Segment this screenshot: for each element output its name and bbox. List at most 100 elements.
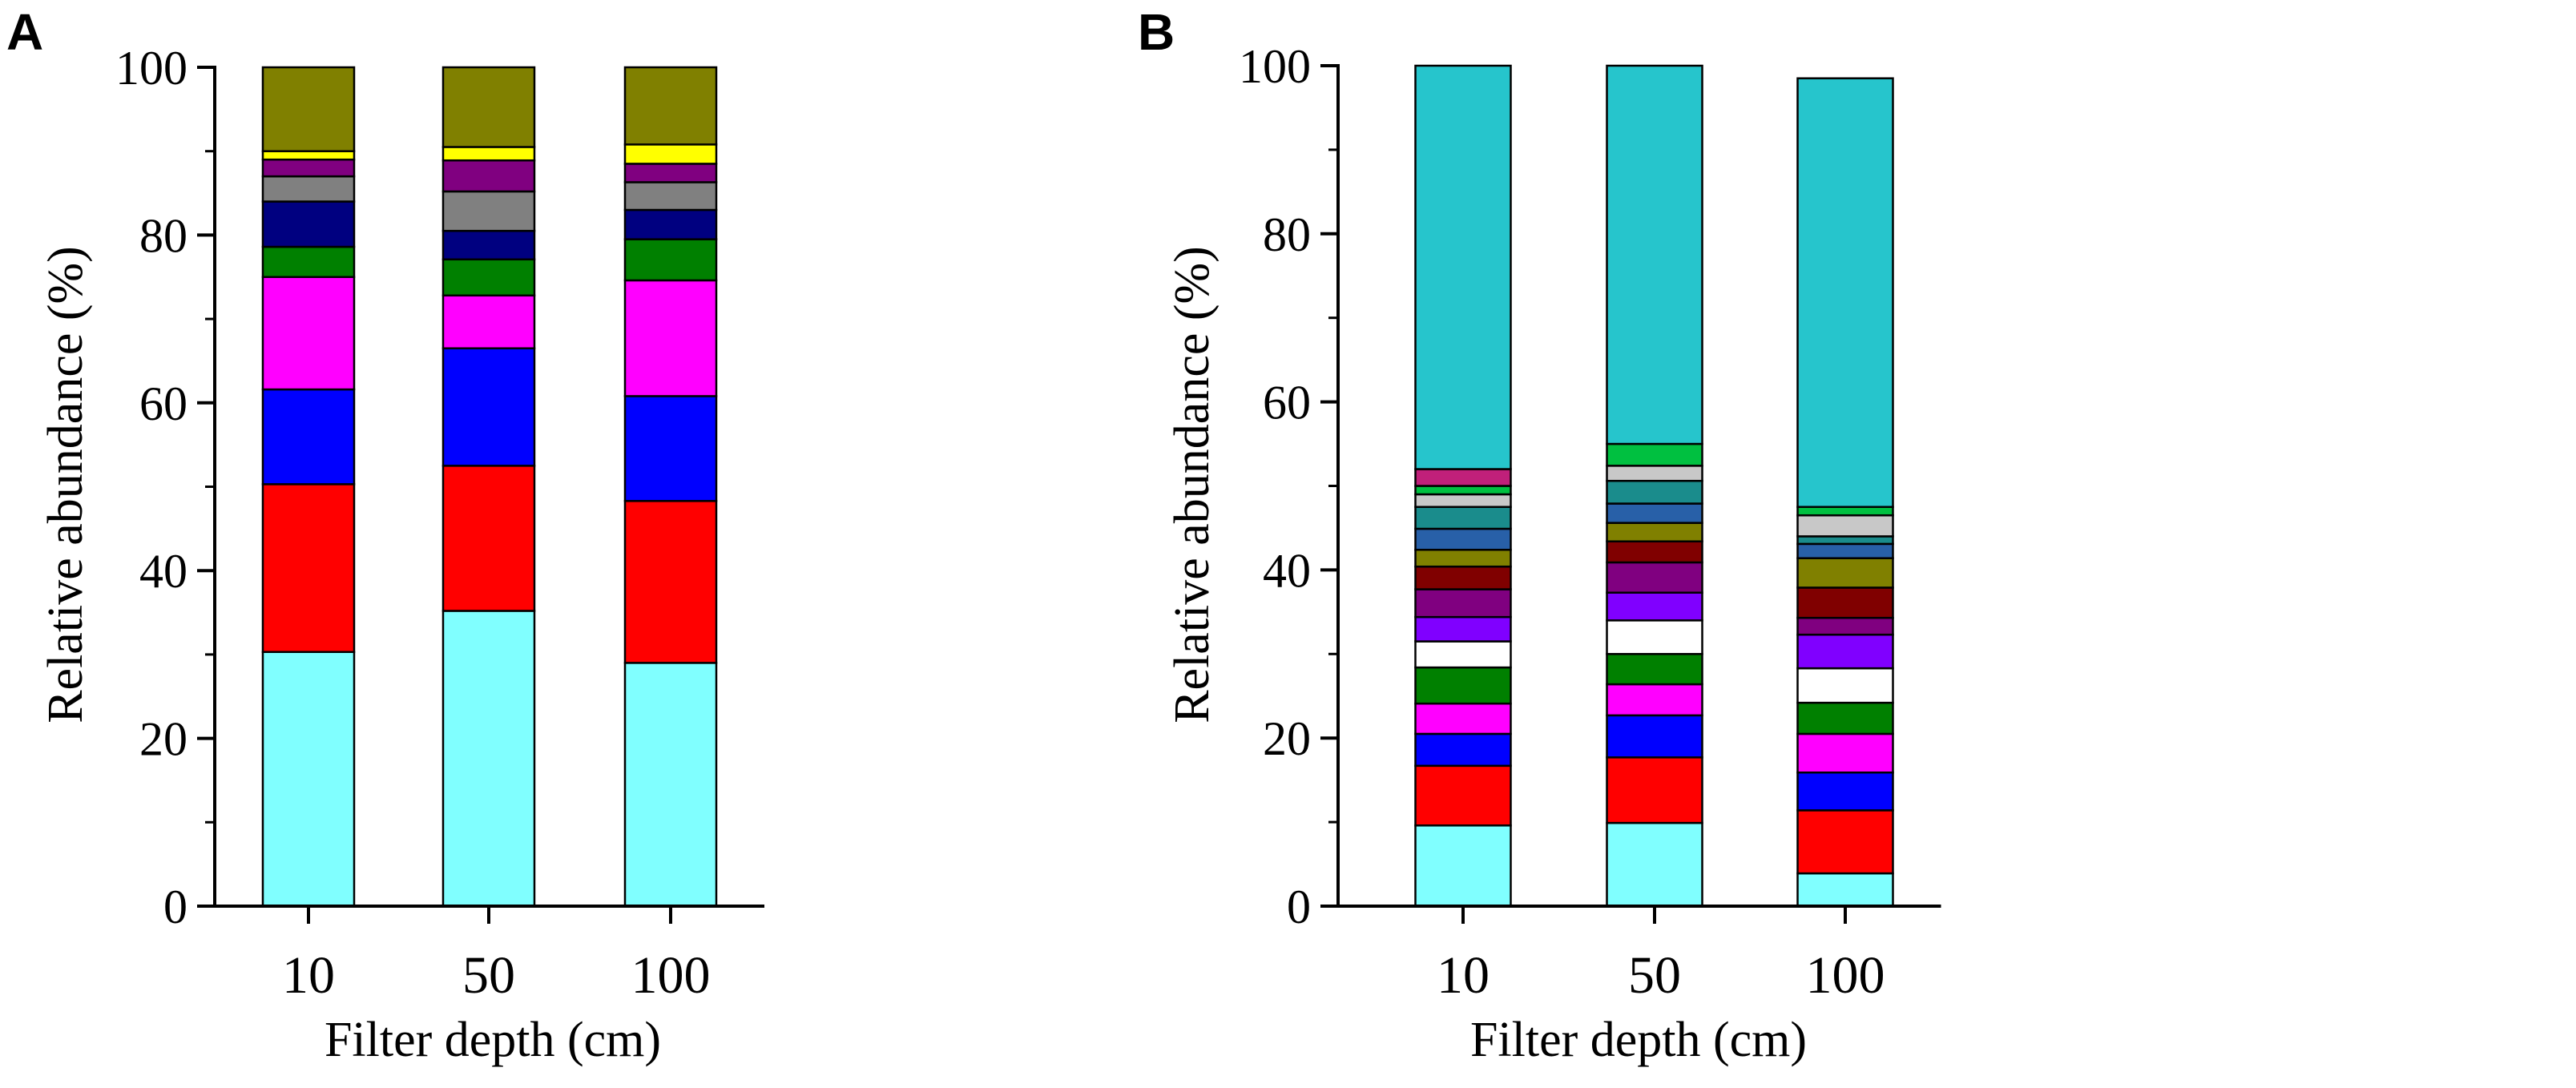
panel-b-bar-100-norank-c-acidobacteria [1796, 535, 1894, 546]
panel-a-bar-10-bacteroidetes [261, 175, 356, 203]
panel-a-bar-100-proteobacteria [623, 662, 718, 908]
panel-b-bar-10-blastocatellaceae-subgroup-4 [1414, 824, 1512, 908]
panel-a-label: A [6, 3, 43, 61]
panel-b-x-tick-label: 50 [1628, 946, 1681, 1005]
panel-b-bar-50-others [1606, 64, 1703, 445]
panel-b-bar-50-norank-c-nitrospira [1606, 442, 1703, 467]
panel-b-bar-100-norank-p-saccharibacteria [1796, 771, 1894, 812]
panel-a-bar-50-nitrospirae [441, 146, 536, 162]
panel-a-bar-50-bacteroidetes [441, 190, 536, 232]
panel-b-y-tick-label: 0 [1287, 880, 1311, 933]
panel-a-y-tick-label: 60 [139, 377, 187, 430]
panel-a-bar-10-nitrospirae [261, 150, 356, 161]
panel-b-bar-50-chitinophagaceae [1606, 465, 1703, 482]
panel-b-bar-10-norank-c-acidobacteria [1414, 506, 1512, 530]
panel-a-axes: 0 20 40 60 80 100 10 50 100 [115, 42, 764, 1005]
panel-b-y-tick-label: 80 [1263, 208, 1311, 261]
panel-b-bar-10-norank-p-parcubacteria [1414, 548, 1512, 568]
panel-b-bar-50-blastocatellaceae-subgroup-4 [1606, 821, 1703, 908]
panel-b-x-axis-title: Filter depth (cm) [1470, 1013, 1807, 1067]
panel-a-x-tick-label: 10 [282, 946, 335, 1005]
panel-b-bar-100-norank-o-jg30-kf-cm45 [1796, 809, 1894, 875]
panel-a-x-tick-label: 100 [631, 946, 711, 1005]
panel-a-bar-50-chloroflexi [441, 465, 536, 612]
panel-b-bar-10-lactobacillaceae [1414, 468, 1512, 487]
panel-a-bar-10-saccharibacteria [261, 245, 356, 279]
panel-b-bar-50-norank-c-tk10 [1606, 502, 1703, 524]
panel-b-bar-100-norank-o-acidimicrobiales [1796, 667, 1894, 704]
panel-b-bar-100-caldilineaceae [1796, 701, 1894, 735]
panel-b-bar-10-xanthomonadales-incertae-sedis [1414, 702, 1512, 735]
panel-a-y-tick-label: 40 [139, 545, 187, 598]
panel-b-bar-100-hyphomicrobiaceae [1796, 633, 1894, 670]
panel-b-bar-50-anaerolineaceae [1606, 561, 1703, 594]
panel-a-y-tick-label: 0 [163, 880, 187, 933]
panel-a-bar-100-nitrospirae [623, 143, 718, 165]
panel-a-bar-50-acidobacteria [441, 294, 536, 349]
panel-b-bar-100-norank-c-tk10 [1796, 542, 1894, 559]
panel-b-bar-50-nitrosomonadaceae [1606, 540, 1703, 564]
panel-b-bar-100-norank-p-parcubacteria [1796, 557, 1894, 589]
panel-a-bar-100-acidobacteria [623, 279, 718, 397]
panel-a-bar-100-parcubacteria [623, 163, 718, 183]
panel-a-bar-100-actinobacteria [623, 395, 718, 502]
panel-b-bar-50-hyphomicrobiaceae [1606, 591, 1703, 622]
panel-b-bar-100-nitrosomonadaceae [1796, 586, 1894, 619]
panel-a-bar-100-bacteroidetes [623, 181, 718, 212]
panel-b-bar-50-norank-o-acidimicrobiales [1606, 619, 1703, 655]
panel-a-x-tick-label: 50 [462, 946, 515, 1005]
panel-b-y-axis-title: Relative abundance (%) [1165, 246, 1219, 723]
panel-a-bar-100-saccharibacteria [623, 238, 718, 282]
panel-b-y-tick-label: 60 [1263, 377, 1311, 429]
panel-b-bar-100-xanthomonadales-incertae-sedis [1796, 732, 1894, 774]
panel-a-bar-100-firmicutes [623, 208, 718, 240]
panel-b-y-tick-label: 100 [1239, 40, 1311, 93]
panel-b-bar-10-norank-p-saccharibacteria [1414, 732, 1512, 768]
panel-b-bars [1414, 64, 1894, 908]
panel-b-bar-10-norank-c-tk10 [1414, 527, 1512, 551]
panel-b-bar-50-norank-p-saccharibacteria [1606, 714, 1703, 759]
panel-b-bar-50-norank-o-jg30-kf-cm45 [1606, 756, 1703, 824]
panel-a-y-axis-title: Relative abundance (%) [38, 246, 93, 723]
panel-b-bar-10-hyphomicrobiaceae [1414, 615, 1512, 643]
panel-b-bar-50-norank-p-parcubacteria [1606, 522, 1703, 542]
panel-b-bar-50-norank-c-acidobacteria [1606, 479, 1703, 505]
panel-a-bar-50-firmicutes [441, 229, 536, 261]
panel-a-y-tick-label: 20 [139, 713, 187, 766]
panel-a-y-tick-label: 80 [139, 209, 187, 262]
panel-b-x-tick-label: 10 [1437, 946, 1490, 1005]
panel-b-bar-50-caldilineaceae [1606, 653, 1703, 686]
panel-b-bar-100-blastocatellaceae-subgroup-4 [1796, 872, 1894, 908]
panel-a-bar-10-firmicutes [261, 200, 356, 248]
panel-b-x-tick-label: 100 [1806, 946, 1885, 1005]
panel-b-bar-10-others [1414, 64, 1512, 470]
panel-a-bar-50-parcubacteria [441, 159, 536, 193]
panel-b-bar-10-norank-o-jg30-kf-cm45 [1414, 764, 1512, 827]
panel-a-bar-100-chloroflexi [623, 500, 718, 664]
panel-a-bars [261, 66, 718, 908]
panel-a-bar-10-chloroflexi [261, 483, 356, 654]
panel-a-bar-10-acidobacteria [261, 276, 356, 391]
panel-b-bar-100-chitinophagaceae [1796, 514, 1894, 538]
panel-b-bar-100-others [1796, 77, 1894, 508]
panel-a-bar-10-others [261, 66, 356, 152]
panel-b-axes: 0 20 40 60 80 100 10 50 100 [1239, 40, 1941, 1005]
panel-b-y-tick-label: 40 [1263, 544, 1311, 597]
panel-a-bar-50-proteobacteria [441, 610, 536, 908]
panel-b-bar-10-norank-c-nitrospira [1414, 485, 1512, 496]
panel-b-y-tick-label: 20 [1263, 712, 1311, 765]
panel-a-bar-10-proteobacteria [261, 651, 356, 908]
panel-a-bar-50-actinobacteria [441, 347, 536, 467]
panel-a-bar-50-others [441, 66, 536, 148]
panel-b-bar-10-norank-o-acidimicrobiales [1414, 640, 1512, 669]
panel-a-x-axis-title: Filter depth (cm) [325, 1013, 661, 1067]
panel-a-bar-10-actinobacteria [261, 388, 356, 486]
panel-a-bar-100-others [623, 66, 718, 146]
panel-b-bar-10-anaerolineaceae [1414, 588, 1512, 619]
panel-b-label: B [1138, 3, 1175, 61]
panel-b-bar-100-norank-c-nitrospira [1796, 506, 1894, 517]
panel-a-bar-50-saccharibacteria [441, 258, 536, 297]
panel-b-bar-10-chitinophagaceae [1414, 493, 1512, 508]
